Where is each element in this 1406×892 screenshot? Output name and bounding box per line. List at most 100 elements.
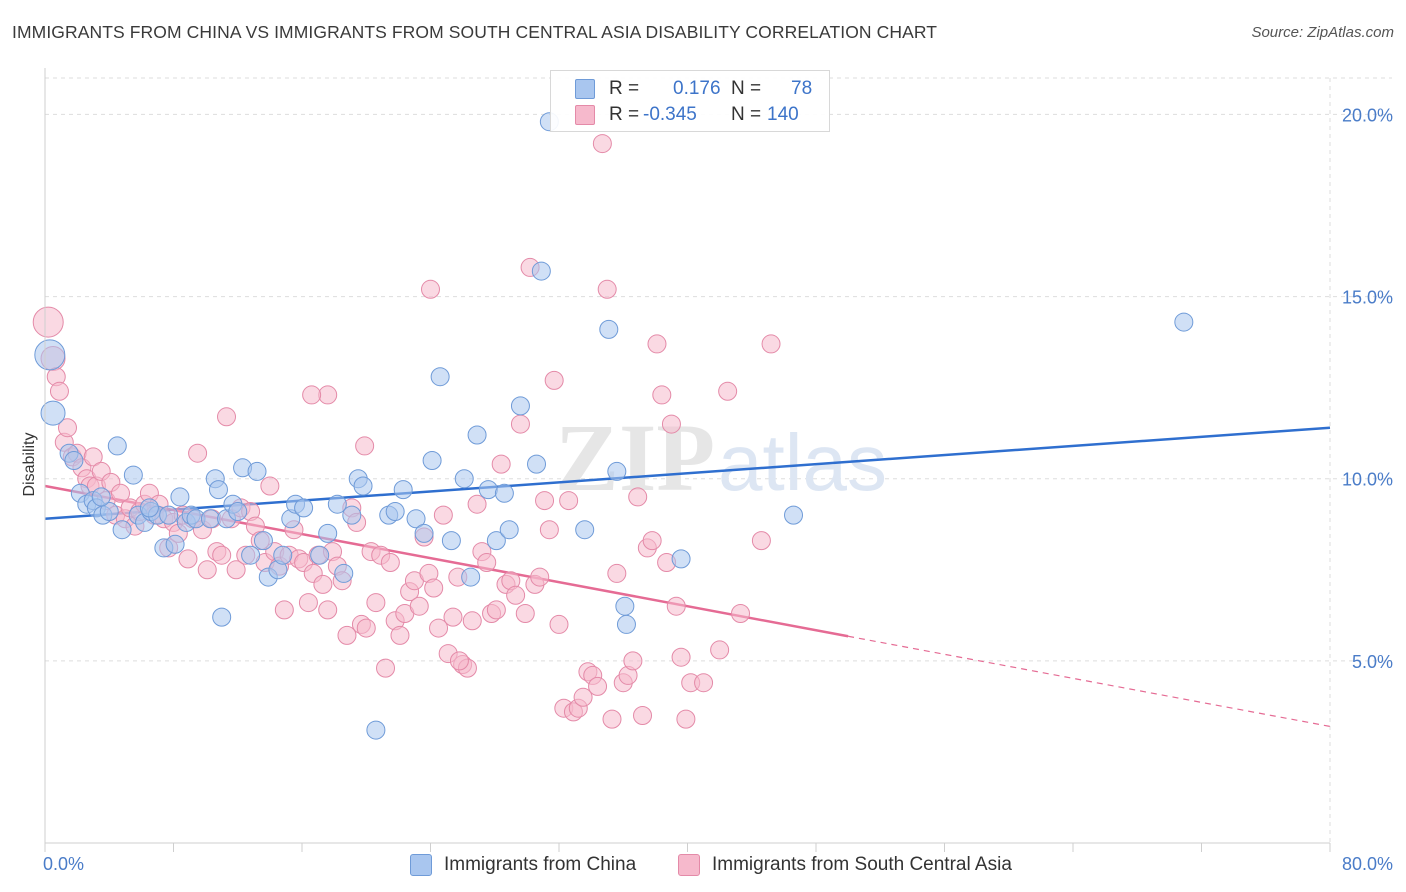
data-point — [515, 604, 535, 623]
legend-n-label: N = — [731, 78, 762, 99]
legend-n-value: 140 — [767, 104, 799, 125]
data-point — [64, 451, 84, 470]
data-point — [544, 370, 564, 390]
legend-n-value: 78 — [791, 78, 813, 99]
watermark: ZIP atlas — [555, 404, 887, 511]
legend-r-value: 0.176 — [673, 78, 721, 99]
y-tick-label: 15.0% — [1342, 288, 1393, 308]
data-point — [57, 418, 77, 438]
data-point — [188, 443, 208, 463]
data-point — [666, 596, 686, 616]
data-point — [449, 651, 469, 671]
data-point — [652, 385, 672, 405]
data-point — [422, 451, 442, 470]
series-south-central-asia — [32, 134, 781, 729]
data-point — [486, 600, 506, 620]
data-point — [49, 381, 69, 401]
data-point — [91, 487, 111, 507]
data-point — [247, 461, 267, 481]
data-point — [274, 600, 294, 620]
data-point — [390, 625, 410, 645]
correlation-legend: R = 0.176 N = 78 R = -0.345 N = 140 — [550, 70, 830, 132]
data-point — [731, 604, 751, 623]
data-point — [366, 593, 386, 613]
data-point — [260, 476, 280, 496]
data-point — [599, 319, 619, 339]
data-point — [241, 545, 261, 565]
data-point — [467, 425, 487, 445]
data-point — [139, 498, 159, 518]
data-point — [761, 334, 781, 354]
data-point — [226, 560, 246, 580]
data-point — [414, 523, 434, 543]
data-point — [623, 651, 643, 671]
data-point — [676, 709, 696, 729]
data-point — [380, 553, 400, 572]
series-china — [34, 112, 1194, 740]
data-point — [313, 574, 333, 594]
data-point — [661, 414, 681, 434]
data-point — [208, 480, 228, 500]
data-point — [462, 611, 482, 631]
data-point — [83, 447, 103, 467]
bottom-legend-swatch-china — [410, 854, 432, 876]
data-point — [784, 505, 804, 525]
data-point — [430, 367, 450, 387]
data-point — [530, 567, 550, 587]
data-point — [302, 385, 322, 405]
data-point — [32, 306, 64, 338]
data-point — [477, 553, 497, 572]
data-point — [110, 483, 130, 503]
data-point — [40, 400, 66, 426]
data-point — [406, 509, 426, 529]
data-point — [510, 414, 530, 434]
data-point — [642, 531, 662, 551]
data-point — [165, 534, 185, 554]
bottom-legend-label-china: Immigrants from China — [444, 854, 637, 875]
data-point — [607, 563, 627, 583]
data-point — [356, 618, 376, 638]
data-point — [429, 618, 449, 638]
data-point — [588, 676, 608, 696]
data-point — [342, 505, 362, 525]
y-tick-label: 20.0% — [1342, 105, 1393, 125]
data-point — [443, 607, 463, 627]
data-point — [573, 687, 593, 707]
data-point — [318, 385, 338, 405]
data-point — [539, 520, 559, 540]
data-point — [491, 454, 511, 474]
data-point — [616, 614, 636, 634]
data-point — [615, 596, 635, 616]
legend-swatch-sca — [575, 105, 595, 125]
legend-n-label: N = — [731, 104, 762, 125]
data-point — [647, 334, 667, 354]
data-point — [228, 502, 248, 521]
data-point — [602, 709, 622, 729]
data-point — [454, 469, 474, 489]
data-point — [385, 502, 405, 521]
data-point — [294, 498, 314, 518]
legend-r-value: -0.345 — [643, 104, 697, 125]
chart-source: Source: ZipAtlas.com — [1251, 24, 1394, 41]
data-point — [34, 339, 66, 371]
data-point — [212, 607, 232, 627]
y-tick-label: 10.0% — [1342, 470, 1393, 490]
data-point — [393, 480, 413, 500]
trend-line-china — [44, 426, 1331, 521]
data-point — [549, 614, 569, 634]
data-point — [353, 476, 373, 496]
data-point — [506, 585, 526, 605]
data-point — [99, 502, 119, 521]
data-point — [327, 494, 347, 514]
x-tick-label: 0.0% — [43, 854, 84, 874]
legend-swatch-china — [575, 79, 595, 99]
data-point — [486, 531, 506, 551]
bottom-legend-swatch-sca — [678, 854, 700, 876]
data-point — [535, 491, 555, 511]
y-axis-title: Disability — [21, 432, 38, 496]
data-point — [421, 279, 440, 299]
data-point — [467, 494, 487, 514]
data-point — [178, 549, 198, 569]
data-point — [200, 509, 220, 529]
